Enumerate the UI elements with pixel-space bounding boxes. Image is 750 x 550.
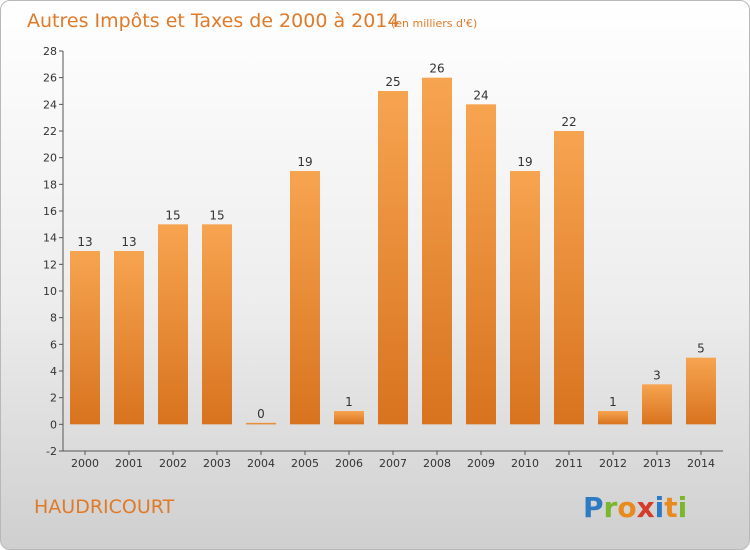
- place-name: HAUDRICOURT: [34, 496, 175, 518]
- y-tick-label: 8: [50, 312, 57, 325]
- x-tick-label-2008: 2008: [423, 457, 451, 470]
- x-tick-label-2000: 2000: [71, 457, 99, 470]
- x-tick-label-2009: 2009: [467, 457, 495, 470]
- chart-subtitle: (en milliers d'€): [391, 17, 477, 30]
- value-label-2002: 15: [165, 208, 180, 222]
- bar-2007: [378, 91, 408, 425]
- bar-2002: [158, 224, 188, 425]
- bar-2012: [598, 411, 628, 425]
- y-tick-label: -2: [46, 445, 57, 458]
- y-tick-label: 18: [43, 178, 57, 191]
- x-tick-label-2013: 2013: [643, 457, 671, 470]
- bar-2004: [246, 422, 276, 425]
- value-label-2009: 24: [473, 88, 488, 102]
- bars: [70, 77, 716, 425]
- x-tick-label-2002: 2002: [159, 457, 187, 470]
- x-tick-label-2011: 2011: [555, 457, 583, 470]
- x-tick-label-2004: 2004: [247, 457, 275, 470]
- x-tick-label-2012: 2012: [599, 457, 627, 470]
- bar-2006: [334, 411, 364, 425]
- bar-2005: [290, 171, 320, 425]
- x-tick-label-2001: 2001: [115, 457, 143, 470]
- value-label-2012: 1: [609, 395, 617, 409]
- bar-2001: [114, 251, 144, 425]
- logo-text: Proxiti: [583, 491, 687, 524]
- bar-2003: [202, 224, 232, 425]
- bar-2009: [466, 104, 496, 425]
- proxiti-logo: Proxiti: [583, 491, 687, 524]
- y-tick-label: 24: [43, 98, 57, 111]
- x-tick-label-2014: 2014: [687, 457, 715, 470]
- y-tick-label: 20: [43, 152, 57, 165]
- y-tick-label: 12: [43, 258, 57, 271]
- y-tick-label: 4: [50, 365, 57, 378]
- x-tick-label-2010: 2010: [511, 457, 539, 470]
- y-tick-label: 22: [43, 125, 57, 138]
- y-tick-label: 6: [50, 338, 57, 351]
- value-label-2003: 15: [209, 208, 224, 222]
- bar-2008: [422, 77, 452, 425]
- bar-2014: [686, 357, 716, 425]
- value-label-2007: 25: [385, 75, 400, 89]
- y-tick-label: 2: [50, 392, 57, 405]
- y-tick-label: 10: [43, 285, 57, 298]
- x-tick-label-2005: 2005: [291, 457, 319, 470]
- x-tick-label-2003: 2003: [203, 457, 231, 470]
- bar-2013: [642, 384, 672, 425]
- value-label-2008: 26: [429, 62, 444, 76]
- y-tick-label: 28: [43, 45, 57, 58]
- value-label-2014: 5: [697, 342, 705, 356]
- x-tick-label-2007: 2007: [379, 457, 407, 470]
- x-axis: 2000 2001 2002 2003 2004 2005 2006 2007 2008 2009…: [63, 450, 723, 470]
- value-label-2001: 13: [121, 235, 136, 249]
- value-label-2000: 13: [77, 235, 92, 249]
- y-tick-label: 0: [50, 418, 57, 431]
- bar-2010: [510, 171, 540, 425]
- value-label-2010: 19: [517, 155, 532, 169]
- y-tick-label: 14: [43, 232, 57, 245]
- bar-2000: [70, 251, 100, 425]
- value-label-2005: 19: [297, 155, 312, 169]
- chart-title: Autres Impôts et Taxes de 2000 à 2014: [27, 10, 400, 32]
- value-label-2004: 0: [257, 407, 265, 421]
- value-label-2011: 22: [561, 115, 576, 129]
- x-tick-label-2006: 2006: [335, 457, 363, 470]
- bar-2011: [554, 131, 584, 425]
- y-tick-label: 16: [43, 205, 57, 218]
- value-label-2013: 3: [653, 368, 661, 382]
- value-label-2006: 1: [345, 395, 353, 409]
- y-tick-label: 26: [43, 72, 57, 85]
